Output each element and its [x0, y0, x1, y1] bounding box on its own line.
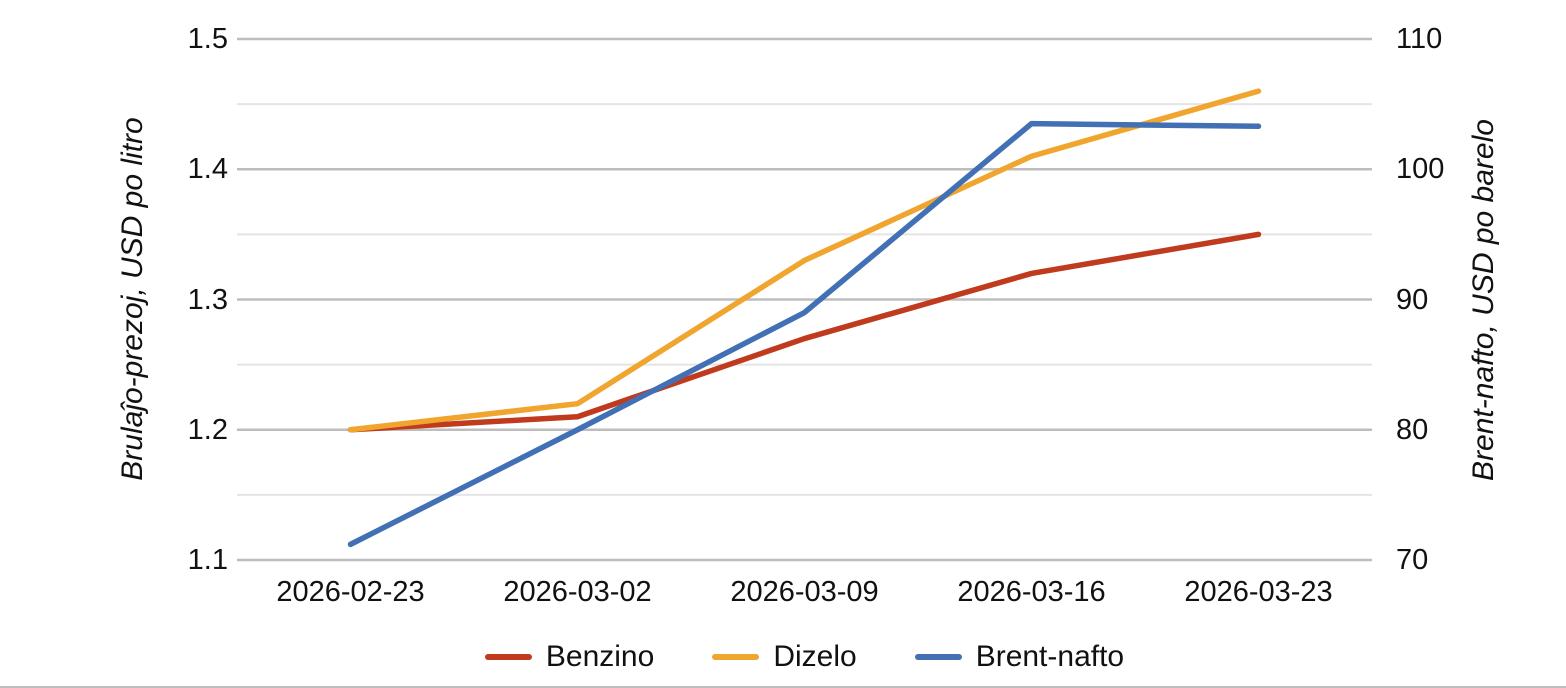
- screenshot-bottom-edge: [0, 686, 1566, 688]
- legend-item-benzino: Benzino: [484, 640, 655, 674]
- series-line-dizelo: [347, 88, 1262, 433]
- legend-swatch-benzino: [484, 654, 532, 660]
- legend-label: Dizelo: [773, 640, 857, 673]
- legend-swatch-dizelo: [712, 654, 760, 660]
- legend-item-brent-nafto: Brent-nafto: [914, 640, 1125, 674]
- legend: Benzino Dizelo Brent-nafto: [237, 637, 1372, 677]
- legend-swatch-brent-nafto: [914, 654, 962, 660]
- series-line-benzino: [347, 231, 1262, 433]
- series-line-brent-nafto: [347, 120, 1262, 548]
- y-right-axis-title: Brent-nafto, USD po barelo: [1467, 119, 1500, 481]
- legend-item-dizelo: Dizelo: [712, 640, 857, 674]
- legend-label: Brent-nafto: [975, 640, 1125, 673]
- legend-label: Benzino: [545, 640, 655, 673]
- y-left-axis-title: Brulaĵo-prezoj, USD po litro: [116, 117, 149, 481]
